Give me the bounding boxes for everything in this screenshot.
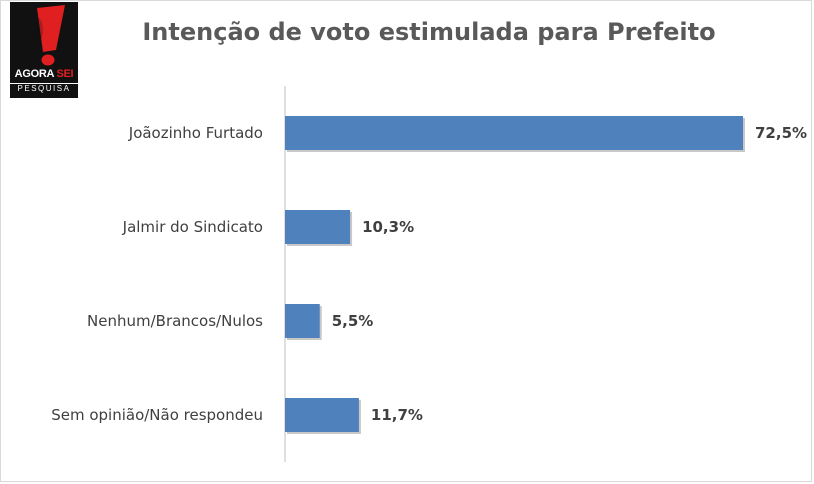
logo-subtitle: PESQUISA (10, 83, 78, 94)
agora-sei-logo: AGORA SEI PESQUISA (10, 2, 78, 98)
exclamation-mark-icon (33, 5, 65, 66)
category-label: Joãozinho Furtado (128, 124, 263, 142)
chart-title: Intenção de voto estimulada para Prefeit… (142, 18, 716, 46)
bar (285, 304, 320, 338)
category-label: Jalmir do Sindicato (122, 218, 263, 236)
value-label: 72,5% (755, 124, 807, 142)
bar (285, 398, 359, 432)
value-label: 11,7% (371, 406, 423, 424)
category-label: Nenhum/Brancos/Nulos (87, 312, 263, 330)
bar (285, 116, 743, 150)
bar (285, 210, 351, 244)
logo-brand-text: AGORA SEI (14, 68, 74, 80)
category-label: Sem opinião/Não respondeu (51, 406, 263, 424)
value-label: 10,3% (362, 218, 414, 236)
value-label: 5,5% (332, 312, 374, 330)
